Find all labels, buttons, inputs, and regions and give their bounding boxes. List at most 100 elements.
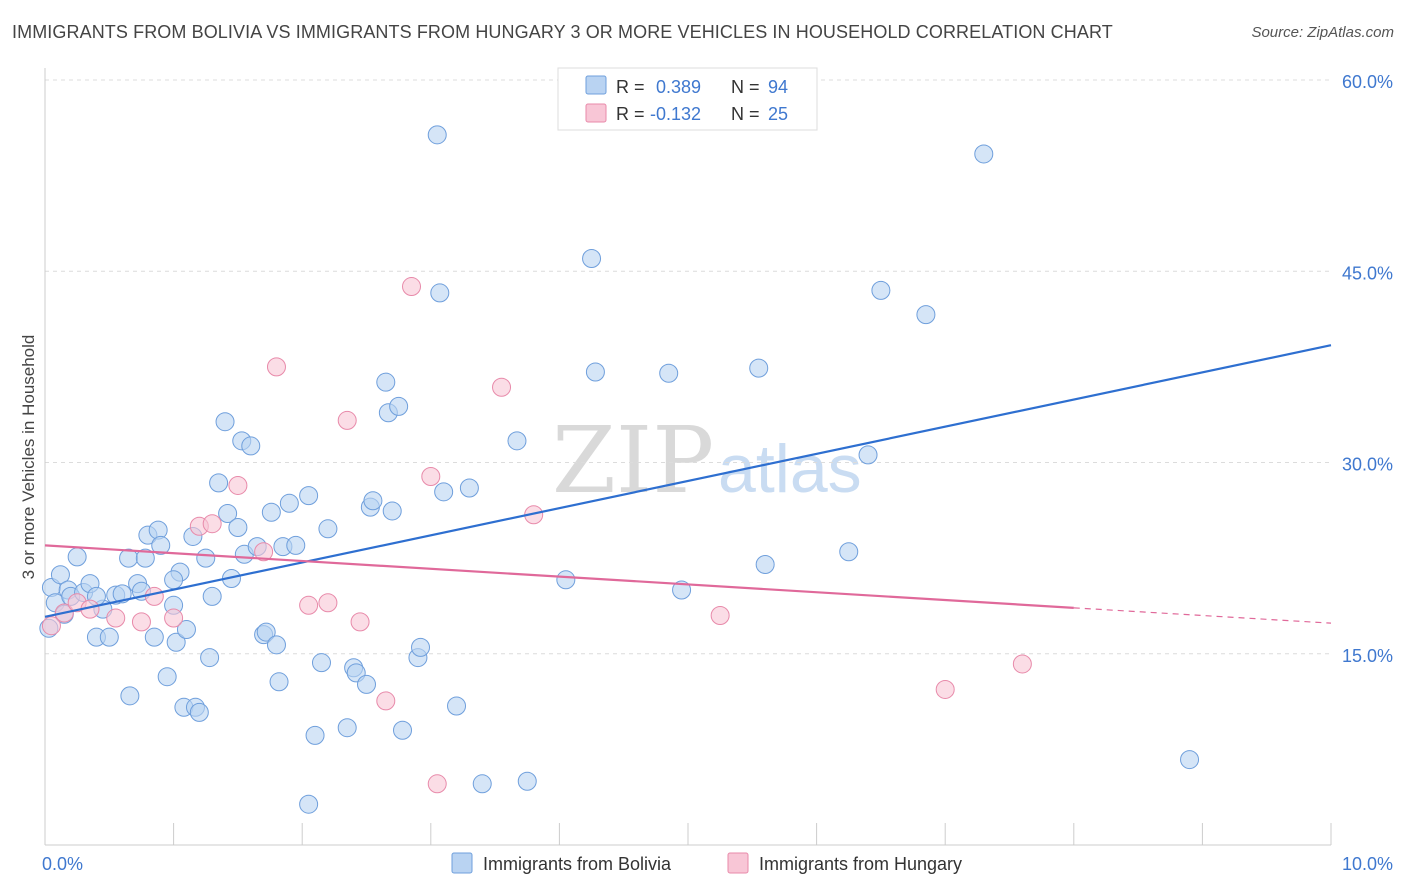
point-bolivia-37 (215, 412, 235, 432)
legend-swatch-bolivia (585, 75, 607, 95)
point-bolivia-14 (112, 584, 132, 604)
point-hungary-16 (350, 612, 370, 632)
y-tick-label-0: 15.0% (1342, 646, 1393, 666)
point-bolivia-3 (50, 565, 70, 585)
point-hungary-5 (131, 612, 151, 632)
point-bolivia-83 (672, 580, 692, 600)
point-hungary-15 (337, 410, 357, 430)
point-bolivia-82 (659, 363, 679, 383)
source-label: Source: ZipAtlas.com (1251, 24, 1394, 41)
point-hungary-23 (710, 606, 730, 625)
point-hungary-10 (228, 475, 248, 495)
point-hungary-13 (299, 595, 319, 615)
point-bolivia-72 (430, 283, 450, 303)
trendline-hungary (44, 544, 1074, 609)
trendline-hungary-extension (1073, 607, 1332, 624)
point-hungary-4 (106, 608, 126, 628)
x-tick-label-min: 0.0% (42, 854, 83, 874)
point-bolivia-79 (556, 570, 576, 590)
x-tick-label-max: 10.0% (1342, 854, 1393, 874)
point-bolivia-61 (357, 674, 376, 694)
point-hungary-0 (41, 616, 61, 636)
legend-n-label-bolivia: N = (731, 77, 760, 97)
point-bolivia-90 (974, 144, 994, 164)
point-hungary-18 (402, 277, 422, 297)
point-bolivia-26 (166, 632, 186, 652)
bottom-legend-label-hungary: Immigrants from Hungary (759, 854, 962, 874)
point-bolivia-63 (363, 491, 383, 511)
point-bolivia-86 (839, 542, 859, 562)
y-axis-label: 3 or more Vehicles in Household (19, 335, 38, 580)
bottom-legend-swatch-bolivia (451, 852, 473, 874)
data-points (39, 125, 1200, 814)
point-bolivia-93 (164, 570, 184, 590)
legend-r-label-hungary: R = (616, 104, 645, 124)
legend-n-label-hungary: N = (731, 104, 760, 124)
point-bolivia-58 (337, 718, 357, 738)
point-bolivia-76 (472, 774, 492, 794)
chart-title: IMMIGRANTS FROM BOLIVIA VS IMMIGRANTS FR… (12, 22, 1113, 42)
trendline-bolivia (44, 344, 1332, 618)
point-bolivia-89 (916, 305, 936, 325)
point-bolivia-47 (261, 502, 281, 522)
y-tick-label-2: 45.0% (1342, 263, 1393, 283)
point-hungary-12 (266, 357, 286, 377)
axes (44, 68, 1332, 846)
point-bolivia-55 (311, 653, 331, 673)
point-bolivia-66 (382, 501, 402, 521)
bottom-legend: Immigrants from Bolivia Immigrants from … (451, 852, 962, 874)
trendlines (44, 344, 1332, 624)
point-bolivia-29 (176, 620, 196, 640)
point-bolivia-23 (151, 535, 171, 555)
legend-r-value-bolivia: 0.389 (656, 77, 701, 97)
point-bolivia-12 (99, 627, 119, 647)
y-tick-label-1: 30.0% (1342, 455, 1393, 475)
point-hungary-11 (254, 542, 274, 562)
point-hungary-6 (144, 586, 164, 606)
legend-swatch-hungary (585, 103, 607, 123)
point-bolivia-84 (749, 358, 769, 378)
gridlines (45, 79, 1331, 655)
legend: R = 0.389 N = 94 R = -0.132 N = 25 (557, 67, 818, 131)
point-hungary-17 (376, 691, 396, 711)
point-bolivia-46 (256, 622, 276, 642)
point-bolivia-71 (427, 125, 447, 145)
point-bolivia-74 (447, 696, 467, 716)
point-bolivia-33 (196, 548, 216, 568)
point-bolivia-24 (157, 667, 177, 687)
point-bolivia-91 (1180, 750, 1200, 770)
watermark: ZIP atlas (552, 407, 862, 514)
y-tick-label-3: 60.0% (1342, 72, 1393, 92)
point-bolivia-81 (585, 362, 605, 382)
point-hungary-25 (1012, 654, 1032, 674)
point-bolivia-68 (393, 720, 413, 740)
legend-n-value-hungary: 25 (768, 104, 788, 124)
y-tick-labels: 15.0% 30.0% 45.0% 60.0% (1342, 72, 1393, 666)
point-bolivia-32 (189, 702, 209, 722)
bottom-legend-label-bolivia: Immigrants from Bolivia (483, 854, 672, 874)
point-bolivia-52 (286, 535, 306, 555)
x-tick-labels: 0.0% 10.0% (42, 854, 1393, 874)
point-bolivia-78 (517, 771, 537, 791)
point-bolivia-75 (459, 478, 479, 498)
point-bolivia-16 (120, 686, 140, 706)
point-bolivia-67 (389, 396, 409, 416)
point-bolivia-70 (411, 637, 431, 657)
point-bolivia-64 (376, 372, 396, 392)
watermark-zip: ZIP (552, 407, 714, 514)
point-bolivia-80 (582, 249, 602, 268)
legend-r-label-bolivia: R = (616, 77, 645, 97)
point-bolivia-34 (200, 648, 220, 668)
point-bolivia-43 (241, 436, 261, 456)
point-bolivia-88 (871, 280, 891, 300)
point-bolivia-51 (279, 493, 299, 513)
point-bolivia-40 (228, 518, 248, 538)
point-hungary-19 (421, 467, 441, 487)
point-bolivia-49 (269, 672, 289, 692)
point-hungary-14 (318, 593, 338, 613)
point-bolivia-35 (202, 586, 222, 606)
point-hungary-21 (492, 377, 512, 397)
point-bolivia-87 (858, 445, 878, 465)
point-bolivia-19 (135, 548, 155, 568)
